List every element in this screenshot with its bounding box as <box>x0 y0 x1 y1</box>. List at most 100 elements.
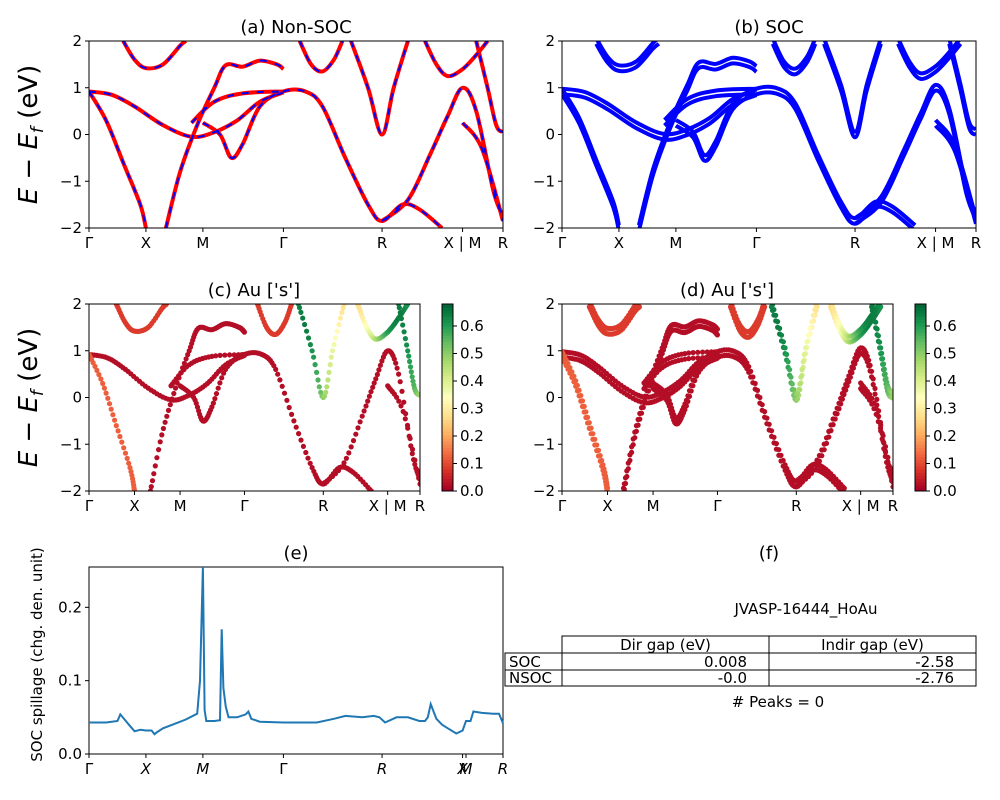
colorbar-segment <box>915 356 926 361</box>
colorbar-segment <box>915 409 926 414</box>
projection-point <box>842 491 847 496</box>
projection-point <box>686 388 693 394</box>
projection-point <box>284 397 290 403</box>
y-tick-label: −1 <box>60 172 82 190</box>
projection-point <box>119 439 125 445</box>
colorbar-segment <box>442 356 453 361</box>
colorbar-segment <box>442 434 453 439</box>
colorbar-segment <box>915 344 926 349</box>
colorbar-segment <box>915 363 926 367</box>
projection-point <box>400 322 406 328</box>
band-line-soc <box>636 55 758 226</box>
colorbar-tick-label: 0.5 <box>460 345 484 363</box>
projection-point <box>273 366 279 372</box>
colorbar-segment <box>442 469 453 473</box>
projection-point <box>819 447 825 453</box>
colorbar-segment <box>915 325 926 330</box>
projection-point <box>714 354 721 360</box>
band-line-nsoc <box>89 90 148 228</box>
projection-point <box>813 304 819 308</box>
projection-point <box>801 351 807 357</box>
gap-table: Dir gap (eV) Indir gap (eV) SOC 0.008 -2.58 N… <box>504 635 977 687</box>
projection-point <box>409 446 416 452</box>
colorbar-tick-label: 0.5 <box>933 345 957 363</box>
table-cell: 0.008 <box>704 653 747 671</box>
projection-point <box>148 484 154 490</box>
panel-d-colorbar: 0.0 0.1 0.2 0.3 0.4 0.5 0.6 <box>914 303 957 500</box>
projection-point <box>890 478 893 484</box>
projection-point <box>638 405 645 411</box>
colorbar-segment <box>442 406 453 411</box>
projection-point <box>581 403 587 409</box>
projection-point <box>878 345 884 351</box>
projection-point <box>215 385 221 391</box>
colorbar-segment <box>915 444 926 448</box>
projection-point <box>809 319 815 325</box>
projection-point <box>700 349 706 355</box>
colorbar-segment <box>915 353 926 358</box>
colorbar-segment <box>442 481 453 486</box>
colorbar-segment <box>915 338 926 342</box>
projection-point <box>396 305 402 311</box>
colorbar-segment <box>915 366 926 370</box>
panel-b-plot-area: −2 −1 0 1 2 Γ X M Γ R X | M R <box>533 32 981 252</box>
x-tick-label: X <box>602 497 612 515</box>
colorbar-segment <box>915 434 926 439</box>
projection-point <box>302 321 308 328</box>
band-line-nsoc-dashed <box>202 88 443 228</box>
projection-point <box>169 396 175 402</box>
projection-point <box>348 444 354 450</box>
projection-point <box>336 321 342 328</box>
band-line-nsoc-dashed <box>89 90 147 228</box>
colorbar-segment <box>915 447 926 451</box>
projection-point <box>869 299 874 304</box>
projection-point <box>685 393 691 399</box>
projection-point <box>870 381 876 388</box>
projection-point <box>398 315 404 322</box>
projection-point <box>637 299 642 304</box>
projection-point <box>777 325 783 331</box>
colorbar-segment <box>915 419 926 423</box>
colorbar-segment <box>915 481 926 486</box>
projection-point <box>688 382 694 388</box>
colorbar-segment <box>442 459 453 464</box>
projection-point <box>624 468 630 474</box>
projection-point <box>307 460 313 466</box>
colorbar-segment <box>915 347 926 352</box>
y-tick-label: 1 <box>72 79 82 97</box>
projection-point <box>588 425 594 431</box>
projection-point <box>210 400 216 406</box>
projection-point <box>394 365 400 371</box>
colorbar-segment <box>442 456 453 461</box>
x-tick-label: M <box>174 497 187 515</box>
projection-point <box>171 390 177 397</box>
projection-point <box>94 367 100 373</box>
colorbar-segment <box>442 353 453 358</box>
band-line-nsoc-dashed <box>190 90 284 124</box>
projection-point <box>811 461 818 467</box>
band-line-nsoc-dashed <box>122 41 187 70</box>
panel-b-soc: (b) SOC −2 −1 0 1 2 Γ X M Γ R X | M R <box>533 17 981 252</box>
projection-point <box>159 432 165 438</box>
y-tick-label: −1 <box>533 435 555 453</box>
colorbar-segment <box>442 484 453 489</box>
projection-point <box>803 345 809 351</box>
projection-point <box>887 464 893 470</box>
projection-point <box>695 355 701 361</box>
y-tick-label: 2 <box>72 32 82 50</box>
projection-point <box>157 439 163 445</box>
projection-point <box>156 447 162 453</box>
projection-point <box>754 387 761 393</box>
colorbar-segment <box>442 394 453 398</box>
colorbar-tick-label: 0.1 <box>933 455 957 473</box>
colorbar-segment <box>442 307 453 311</box>
projection-point <box>400 408 406 415</box>
projection-point <box>289 304 295 307</box>
panel-f-title: (f) <box>759 543 779 564</box>
band-line-soc <box>822 43 883 140</box>
projection-point <box>106 401 113 407</box>
table-cell: -2.76 <box>915 669 954 687</box>
panel-d-title: (d) Au ['s'] <box>680 280 774 301</box>
x-tick-label: X | M <box>444 234 482 252</box>
colorbar-segment <box>442 310 453 314</box>
